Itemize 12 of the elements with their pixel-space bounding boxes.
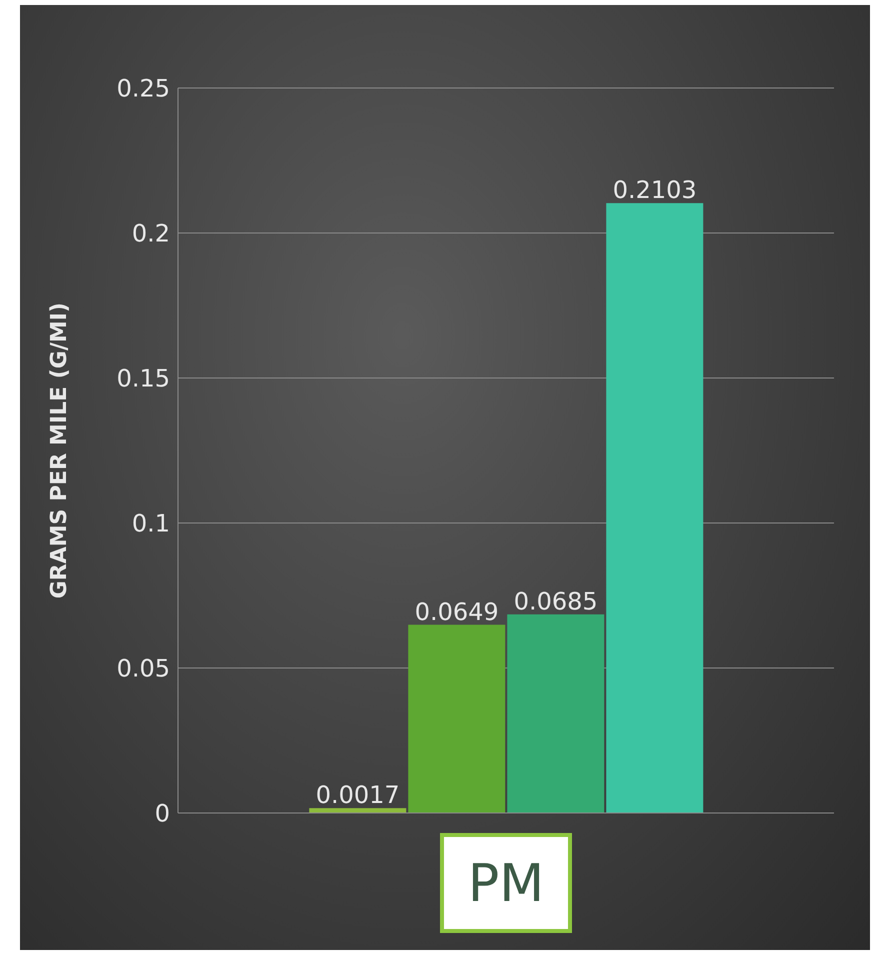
y-tick-label: 0.05 [116, 654, 170, 683]
data-label: 0.0685 [514, 587, 598, 616]
y-tick-label: 0.1 [132, 510, 170, 538]
y-tick-label: 0 [154, 800, 170, 828]
y-axis-title: GRAMS PER MILE (G/MI) [46, 302, 72, 599]
y-tick-label: 0.2 [132, 220, 170, 248]
y-tick-label: 0.25 [116, 74, 170, 103]
x-tick-label: PM [468, 854, 544, 914]
data-label: 0.0649 [414, 598, 499, 626]
data-label: 0.2103 [612, 176, 697, 204]
y-tick-label: 0.15 [116, 364, 170, 393]
data-label: 0.0017 [316, 781, 400, 810]
